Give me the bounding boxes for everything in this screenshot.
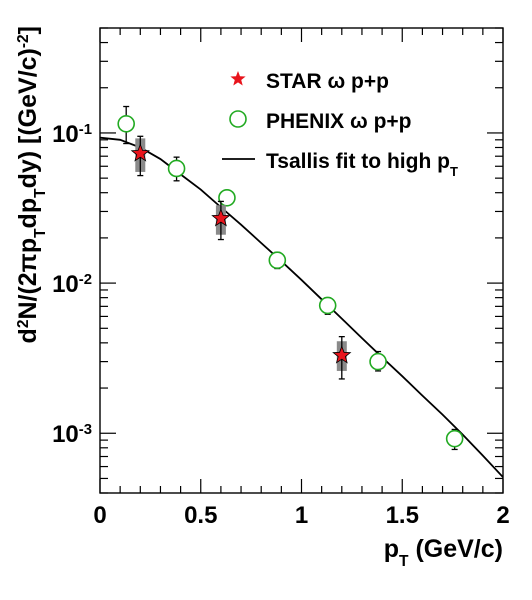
star-marker: [332, 345, 352, 364]
y-tick-label: 10-3: [52, 421, 92, 448]
legend-label-phenix: PHENIX ω p+p: [266, 110, 412, 133]
fit-curve-layer: [100, 136, 503, 478]
phenix-point: [445, 428, 464, 451]
y-tick-label: 10-1: [52, 121, 92, 148]
legend-label-fit: Tsallis fit to high pT: [266, 150, 458, 179]
phenix-marker: [445, 429, 464, 448]
legend-phenix-marker: [229, 110, 247, 128]
phenix-point: [167, 156, 186, 182]
axis-ticks: [99, 27, 504, 494]
phenix-marker: [369, 352, 387, 371]
plot-frame: [99, 27, 504, 494]
phenix-marker: [117, 115, 135, 133]
legend-star-marker: [230, 71, 246, 86]
y-axis-label: d2N/(2πpTdpTdy) [(GeV/c)-2]: [14, 26, 49, 343]
star-point: [130, 135, 150, 177]
phenix-marker: [167, 159, 186, 178]
x-tick-label: 0: [93, 502, 106, 529]
legend-label-star: STAR ω p+p: [266, 70, 389, 93]
x-axis-label: pT (GeV/c): [384, 535, 503, 570]
x-tick-label: 1: [295, 502, 308, 529]
legend: STAR ω p+p PHENIX ω p+p Tsallis fit to hig…: [222, 70, 458, 179]
phenix-marker: [268, 251, 287, 270]
phenix-marker: [318, 296, 337, 315]
phenix-point: [369, 350, 387, 372]
star-marker: [211, 208, 231, 227]
star-marker: [130, 143, 150, 162]
phenix-point: [268, 251, 287, 270]
y-tick-label: 10-2: [52, 271, 92, 298]
x-tick-label: 2: [496, 502, 509, 529]
star-point: [332, 335, 352, 380]
x-tick-label: 1.5: [386, 502, 419, 529]
x-tick-label: 0.5: [184, 502, 217, 529]
phenix-point: [117, 105, 135, 145]
data-points-layer: [117, 105, 464, 451]
phenix-point: [318, 296, 337, 315]
plot-area-border: [99, 27, 504, 494]
axis-labels: 0 0.5 1 1.5 2 10-3 10-2 10-1 pT (GeV/c) d2N/(2πpT…: [14, 26, 510, 570]
fit-curve: [100, 136, 503, 478]
star-point: [211, 200, 231, 241]
